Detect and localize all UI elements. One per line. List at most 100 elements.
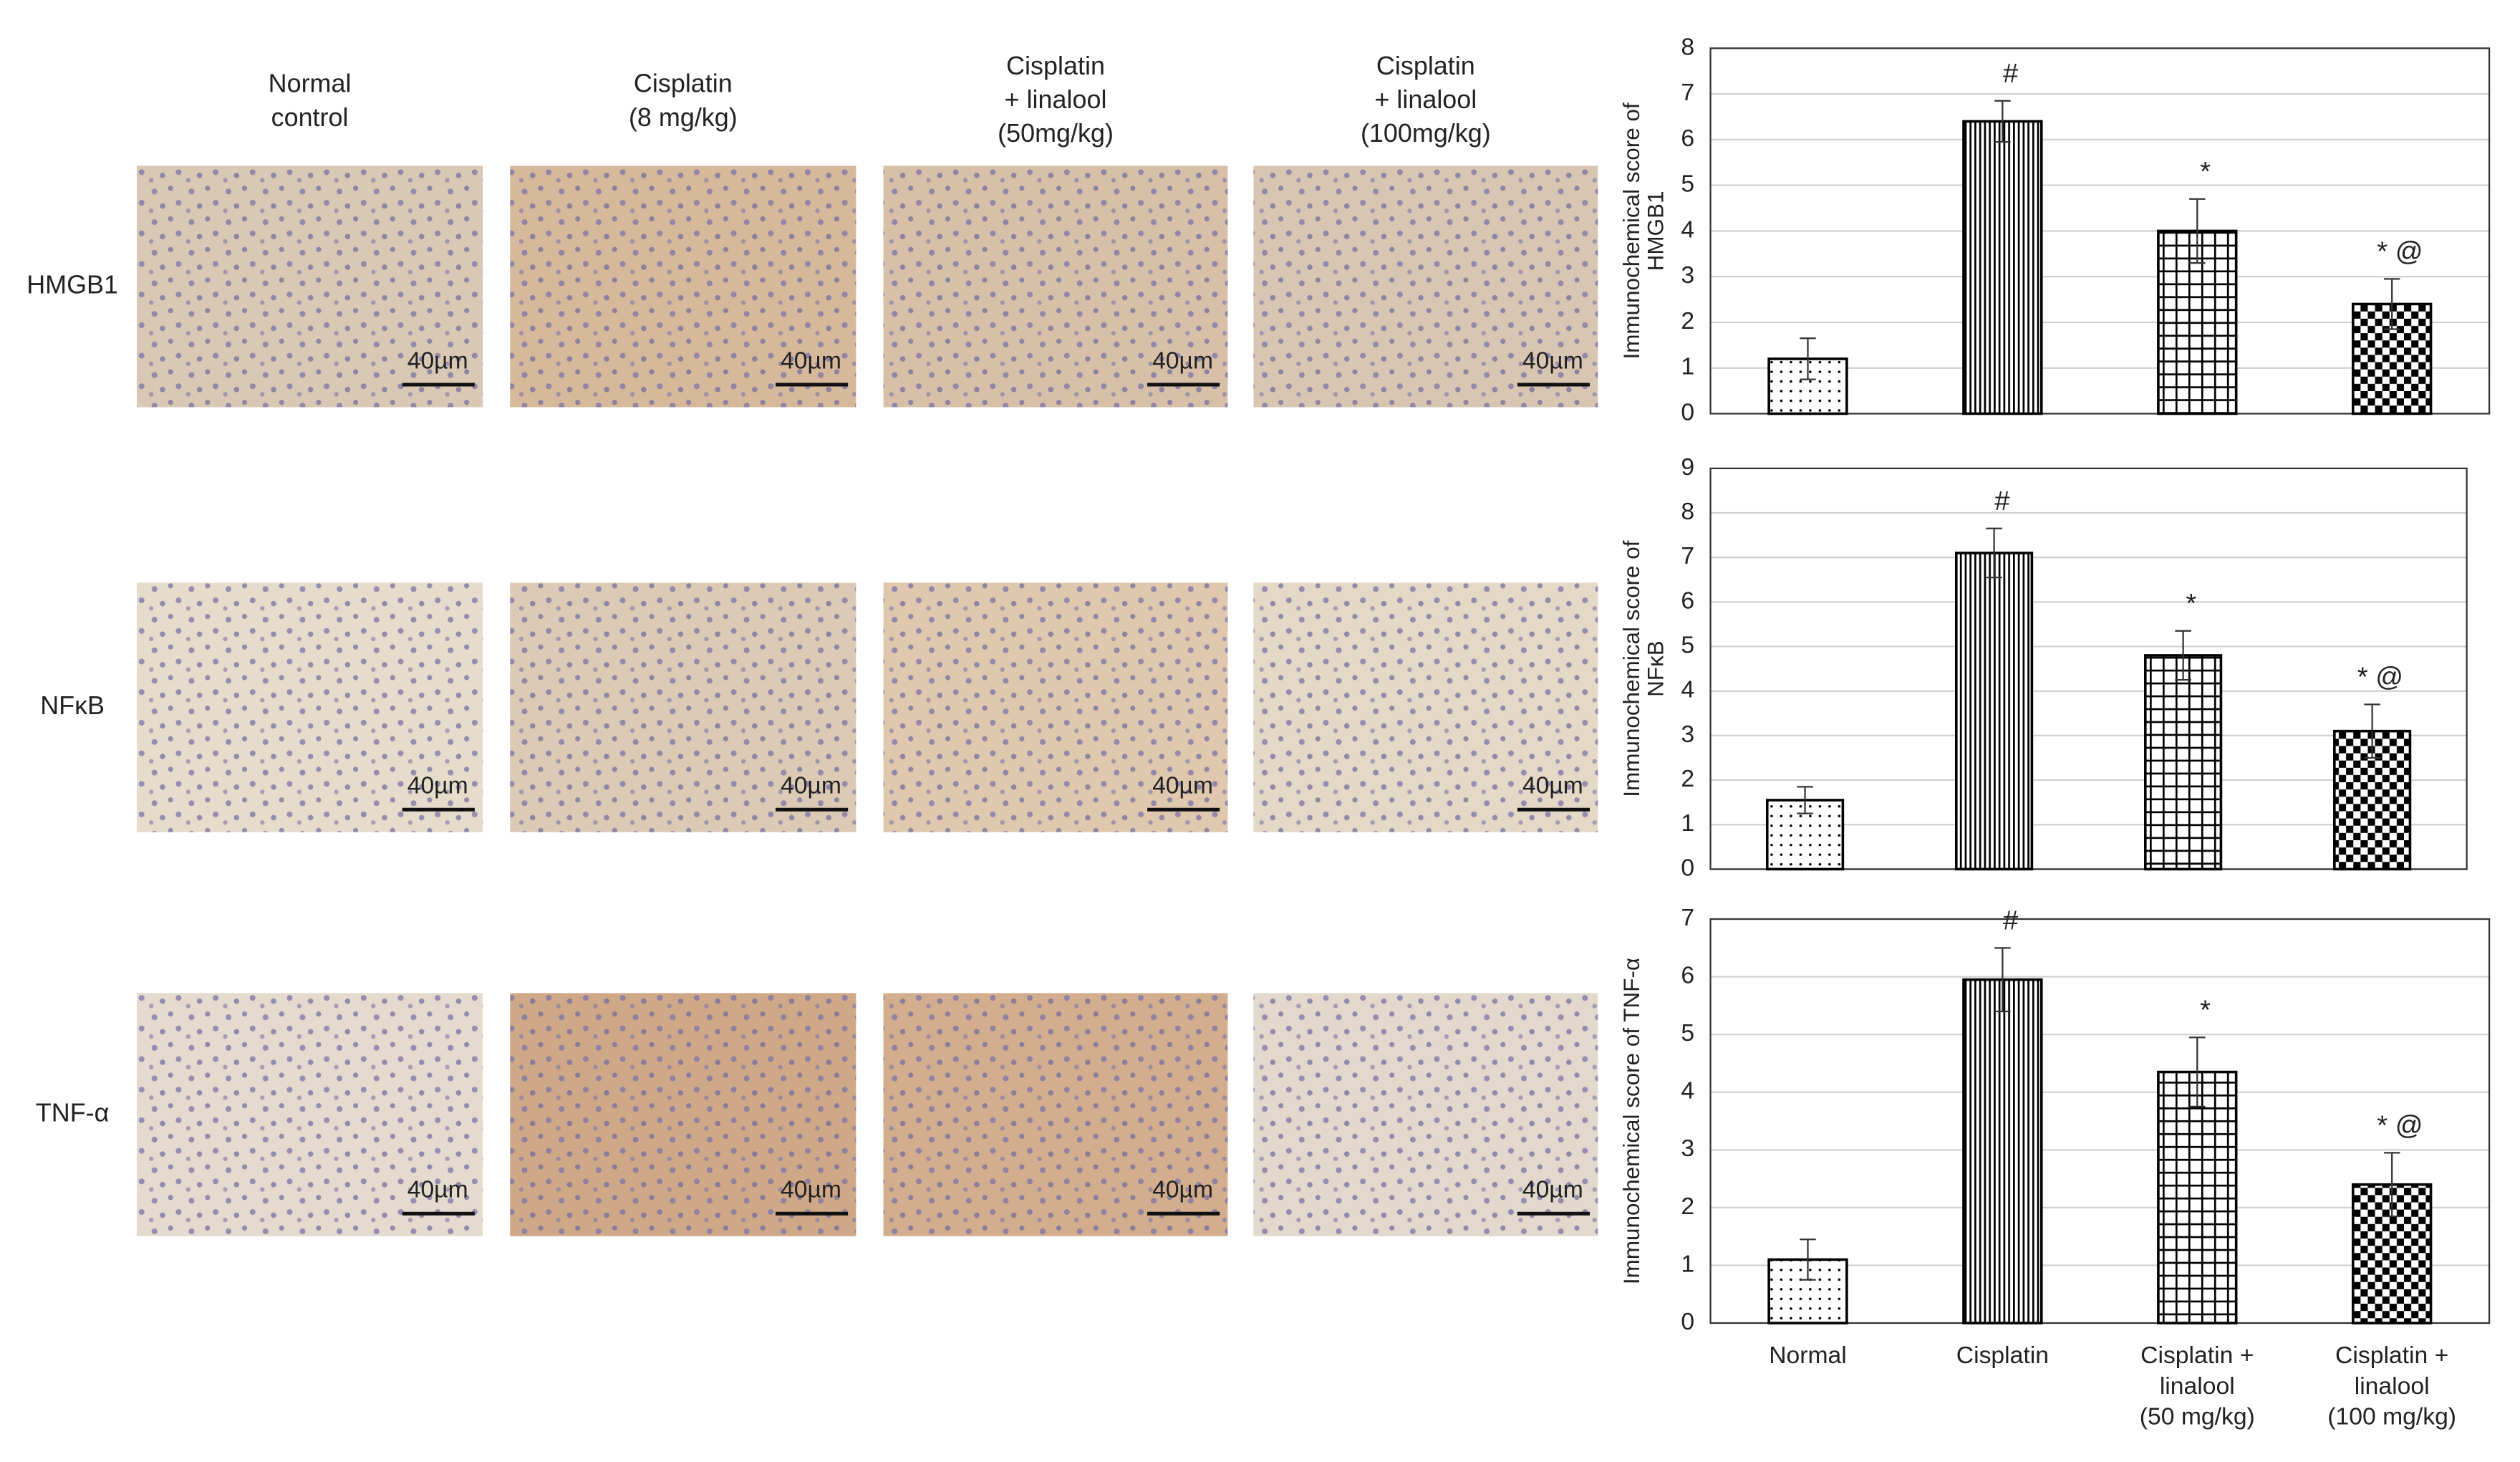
y-tick-label: 5 (1681, 631, 1694, 658)
y-axis-label: NFκB (1643, 640, 1669, 697)
bar (1962, 978, 2043, 1324)
y-tick-label: 2 (1681, 765, 1694, 792)
error-bar (1797, 786, 1813, 814)
significance-label: * @ (2377, 236, 2423, 267)
y-tick-label: 7 (1681, 904, 1694, 931)
significance-label: * (2186, 588, 2196, 619)
y-tick-label: 1 (1681, 1250, 1694, 1277)
significance-label: * @ (2377, 1110, 2423, 1140)
y-tick-label: 1 (1681, 809, 1694, 837)
error-bar (1986, 527, 2002, 579)
scale-bar-label: 40µm (1152, 1176, 1213, 1203)
x-tick-label: linalool (2160, 1372, 2235, 1400)
y-tick-label: 5 (1681, 1019, 1694, 1047)
scale-bar-label: 40µm (781, 1176, 841, 1203)
x-tick-label: (100 mg/kg) (2327, 1403, 2456, 1430)
plot-frame (1709, 918, 2491, 1324)
error-bar (2364, 703, 2380, 759)
error-bar (2189, 1037, 2206, 1108)
x-tick-label: Normal (1769, 1342, 1847, 1369)
y-tick-label: 3 (1681, 721, 1694, 748)
y-tick-label: 6 (1681, 125, 1694, 152)
y-tick-label: 0 (1681, 854, 1694, 881)
y-tick-label: 4 (1681, 216, 1694, 243)
error-bar (1994, 947, 2011, 1013)
column-header: (8 mg/kg) (629, 102, 738, 132)
y-axis-label: Immunochemical score of TNF-α (1619, 958, 1644, 1284)
column-header: + linalool (1005, 85, 1107, 114)
micrograph-nuclei (136, 582, 483, 832)
micrograph-nuclei (1253, 582, 1598, 832)
error-bar (2189, 198, 2206, 264)
figure-content: Normal control Cisplatin (8 mg/kg) Cisplatin… (26, 33, 2491, 1430)
y-tick-label: 5 (1681, 170, 1694, 198)
y-tick-label: 7 (1681, 79, 1694, 106)
x-tick-label: Cisplatin + (2140, 1342, 2254, 1369)
y-tick-label: 9 (1681, 453, 1694, 481)
y-tick-label: 2 (1681, 1193, 1694, 1220)
y-tick-label: 8 (1681, 33, 1694, 60)
micrograph-nuclei (1253, 165, 1598, 408)
significance-label: # (2003, 905, 2019, 936)
y-axis-label: Immunochemical score of (1619, 540, 1644, 797)
y-tick-label: 6 (1681, 587, 1694, 614)
micrograph-nuclei (136, 993, 483, 1236)
scale-bar-label: 40µm (1522, 772, 1583, 799)
plot-frame (1709, 467, 2468, 870)
y-tick-label: 1 (1681, 353, 1694, 380)
y-tick-label: 7 (1681, 542, 1694, 569)
y-tick-label: 0 (1681, 1308, 1694, 1335)
column-header: + linalool (1374, 85, 1477, 114)
plot-frame (1709, 47, 2491, 415)
micrograph-nuclei (883, 582, 1228, 832)
bar (2144, 654, 2223, 871)
micrograph-nuclei (1253, 993, 1598, 1236)
scale-bar-label: 40µm (1522, 347, 1583, 374)
column-header: Cisplatin (634, 69, 733, 98)
scale-bar-label: 40µm (781, 772, 841, 799)
x-tick-label: Cisplatin (1956, 1342, 2049, 1369)
significance-label: * @ (2357, 662, 2403, 693)
error-bar (2383, 278, 2400, 330)
column-header: Cisplatin (1376, 51, 1475, 80)
y-tick-label: 3 (1681, 261, 1694, 289)
column-header: control (271, 102, 349, 132)
row-label: TNF-α (36, 1098, 110, 1127)
significance-label: # (2003, 58, 2019, 89)
scale-bar-label: 40µm (407, 772, 468, 799)
y-axis-label: HMGB1 (1643, 191, 1669, 271)
micrograph-nuclei (510, 582, 856, 832)
micrograph-nuclei (136, 165, 483, 408)
column-header: Normal (269, 69, 352, 98)
y-tick-label: 4 (1681, 676, 1694, 703)
row-label: HMGB1 (26, 269, 118, 299)
scale-bar-label: 40µm (1522, 1176, 1583, 1203)
significance-label: # (1994, 486, 2010, 516)
error-bar (1994, 100, 2011, 143)
x-tick-label: linalool (2355, 1372, 2430, 1400)
scale-bar-label: 40µm (1152, 772, 1213, 799)
significance-label: * (2200, 156, 2211, 187)
y-tick-label: 8 (1681, 498, 1694, 525)
micrograph-nuclei (510, 993, 856, 1236)
row-label: NFκB (40, 691, 105, 720)
y-tick-label: 6 (1681, 962, 1694, 989)
micrograph-nuclei (883, 993, 1228, 1236)
y-tick-label: 2 (1681, 307, 1694, 335)
error-bar (2383, 1152, 2400, 1218)
x-tick-label: Cisplatin + (2335, 1342, 2448, 1369)
error-bar (1800, 337, 1816, 380)
error-bar (2175, 630, 2191, 681)
column-header: (100mg/kg) (1361, 118, 1491, 148)
bar (1962, 120, 2043, 415)
x-tick-label: (50 mg/kg) (2140, 1403, 2255, 1430)
bar (1954, 552, 2034, 871)
y-axis-label: Immunochemical score of (1619, 102, 1644, 359)
scale-bar-label: 40µm (1152, 347, 1213, 374)
bar (2157, 1070, 2238, 1324)
error-bar (1800, 1239, 1816, 1281)
significance-label: * (2200, 994, 2211, 1025)
column-header: (50mg/kg) (998, 118, 1114, 148)
scale-bar-label: 40µm (781, 347, 841, 374)
